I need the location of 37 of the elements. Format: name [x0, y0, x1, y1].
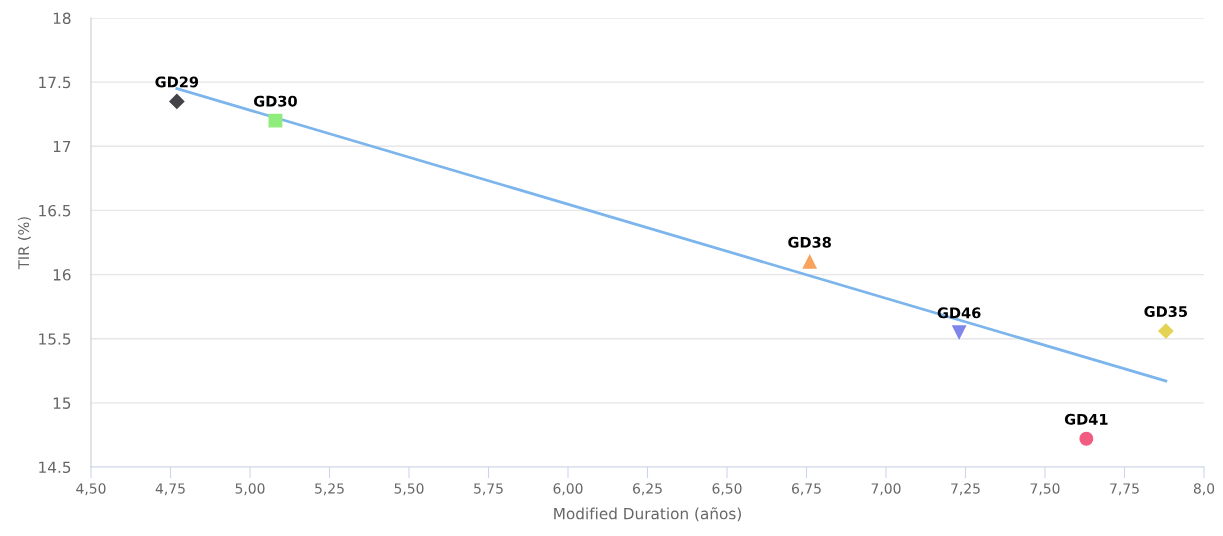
series-label: GD41 [1064, 413, 1108, 425]
x-tick-label: 5,25 [315, 483, 344, 496]
x-tick-label: 4,50 [76, 483, 106, 496]
point [1158, 323, 1174, 339]
x-tick-label: 7,00 [871, 483, 901, 496]
y-tick-label: 15 [53, 397, 71, 409]
x-tick-label: 7,75 [1110, 483, 1139, 496]
y-tick-label: 16 [53, 269, 71, 281]
series-label: GD35 [1144, 306, 1188, 318]
x-tick-label: 6,25 [633, 483, 662, 496]
series-label: GD46 [937, 307, 981, 319]
x-tick-label: 7,25 [951, 483, 980, 496]
point [952, 325, 967, 340]
x-tick-label: 6,00 [553, 483, 583, 496]
x-tick-label: 5,75 [474, 483, 503, 496]
series-label: GD29 [155, 76, 199, 88]
y-tick-label: 16.5 [39, 204, 71, 217]
x-tick-label: 5,50 [394, 483, 424, 496]
x-tick-label: 5,00 [235, 483, 265, 496]
y-axis-title: TIR (%) [17, 217, 31, 270]
x-tick-label: 4,75 [155, 483, 185, 496]
x-tick-label: 8,0 [1193, 483, 1215, 496]
point [268, 113, 283, 128]
x-tick-label: 7,50 [1030, 483, 1060, 496]
y-tick-label: 17.5 [39, 76, 71, 89]
y-tick-label: 14.5 [39, 461, 71, 474]
series-label: GD38 [788, 236, 831, 248]
x-tick-label: 6,75 [792, 483, 821, 496]
point [1079, 431, 1094, 446]
series-label: GD30 [253, 95, 297, 107]
y-tick-label: 18 [53, 12, 71, 25]
x-tick-label: 6,50 [712, 483, 742, 496]
y-tick-label: 15.5 [39, 333, 71, 345]
y-tick-label: 17 [53, 140, 71, 153]
x-axis-title: Modified Duration (años) [554, 507, 741, 522]
point [802, 254, 817, 269]
point [169, 93, 185, 109]
